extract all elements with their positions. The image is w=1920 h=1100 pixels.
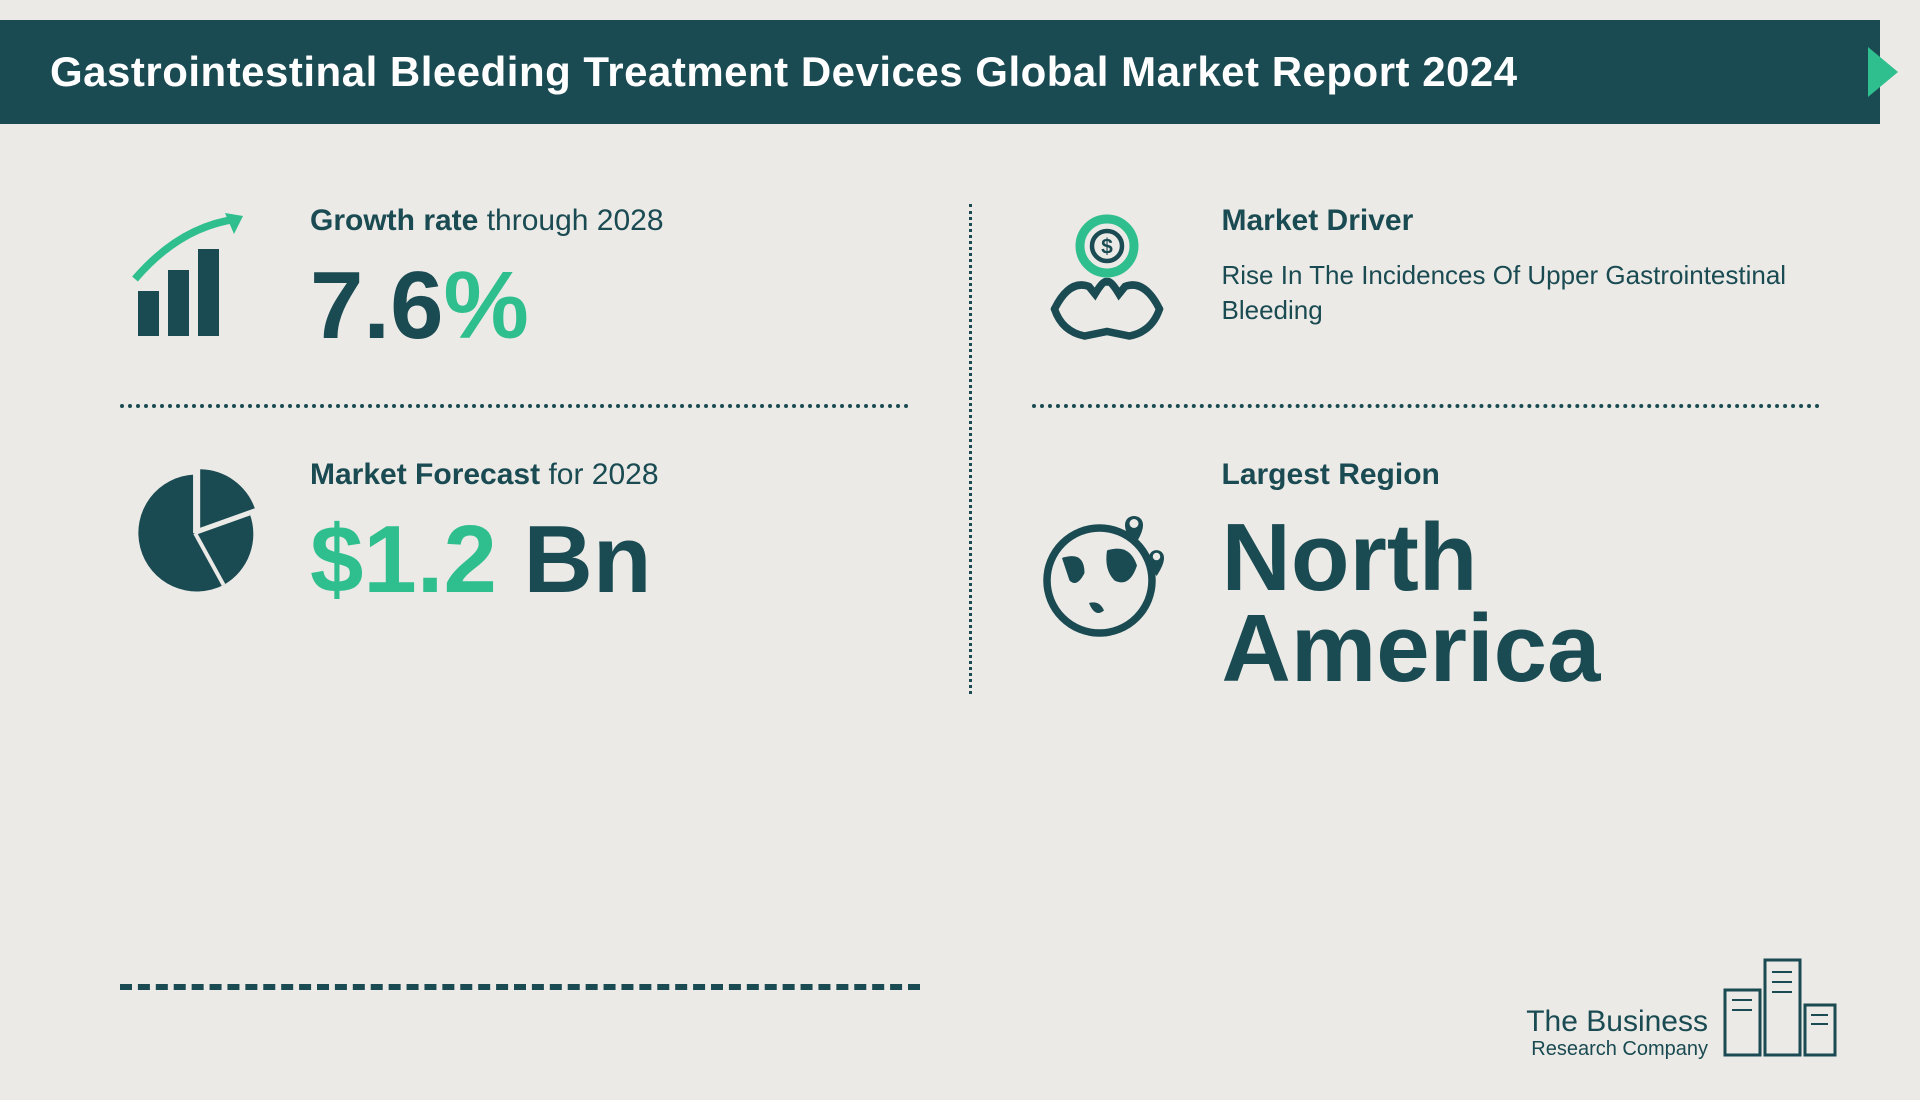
growth-value-suffix: % [443,252,528,359]
growth-label: Growth rate through 2028 [310,204,909,238]
growth-text: Growth rate through 2028 7.6% [310,204,909,354]
region-heading: Largest Region [1222,458,1821,492]
header-chevron-icon [1868,47,1898,97]
region-line2: America [1222,595,1601,702]
page-title: Gastrointestinal Bleeding Treatment Devi… [50,48,1830,96]
driver-heading: Market Driver [1222,204,1821,238]
market-forecast-block: Market Forecast for 2028 $1.2 Bn [120,438,909,648]
driver-heading-text: Market Driver [1222,204,1414,237]
driver-text: Market Driver Rise In The Incidences Of … [1222,204,1821,328]
market-driver-block: $ Market Driver Rise In The Incidences O… [1032,184,1821,394]
driver-body: Rise In The Incidences Of Upper Gastroin… [1222,258,1821,328]
growth-chart-icon [120,204,270,354]
forecast-label-bold: Market Forecast [310,458,540,491]
company-logo: The Business Research Company [1526,950,1840,1060]
content-grid: Growth rate through 2028 7.6% [0,124,1920,734]
hands-coin-icon: $ [1032,204,1182,354]
left-column: Growth rate through 2028 7.6% [120,184,909,734]
header-bar: Gastrointestinal Bleeding Treatment Devi… [0,20,1880,124]
forecast-value-suffix: Bn [497,506,652,613]
forecast-text: Market Forecast for 2028 $1.2 Bn [310,458,909,608]
largest-region-block: Largest Region North America [1032,438,1821,734]
horizontal-divider [120,404,909,408]
logo-line1: The Business [1526,1005,1708,1038]
growth-label-rest: through 2028 [478,204,663,237]
globe-pins-icon [1032,498,1182,648]
region-heading-text: Largest Region [1222,458,1440,491]
growth-value-number: 7.6 [310,252,443,359]
svg-text:$: $ [1101,236,1113,259]
growth-rate-block: Growth rate through 2028 7.6% [120,184,909,394]
forecast-label: Market Forecast for 2028 [310,458,909,492]
forecast-label-rest: for 2028 [540,458,658,491]
logo-line2: Research Company [1526,1038,1708,1060]
growth-value: 7.6% [310,258,909,354]
vertical-divider [969,204,972,694]
logo-buildings-icon [1720,950,1840,1060]
forecast-value: $1.2 Bn [310,512,909,608]
forecast-value-number: $1.2 [310,506,497,613]
growth-label-bold: Growth rate [310,204,478,237]
pie-chart-icon [120,458,270,608]
bottom-dashed-line [120,984,920,990]
region-value: North America [1222,512,1821,694]
horizontal-divider [1032,404,1821,408]
region-text: Largest Region North America [1222,458,1821,694]
right-column: $ Market Driver Rise In The Incidences O… [1032,184,1821,734]
logo-text: The Business Research Company [1526,1005,1708,1060]
